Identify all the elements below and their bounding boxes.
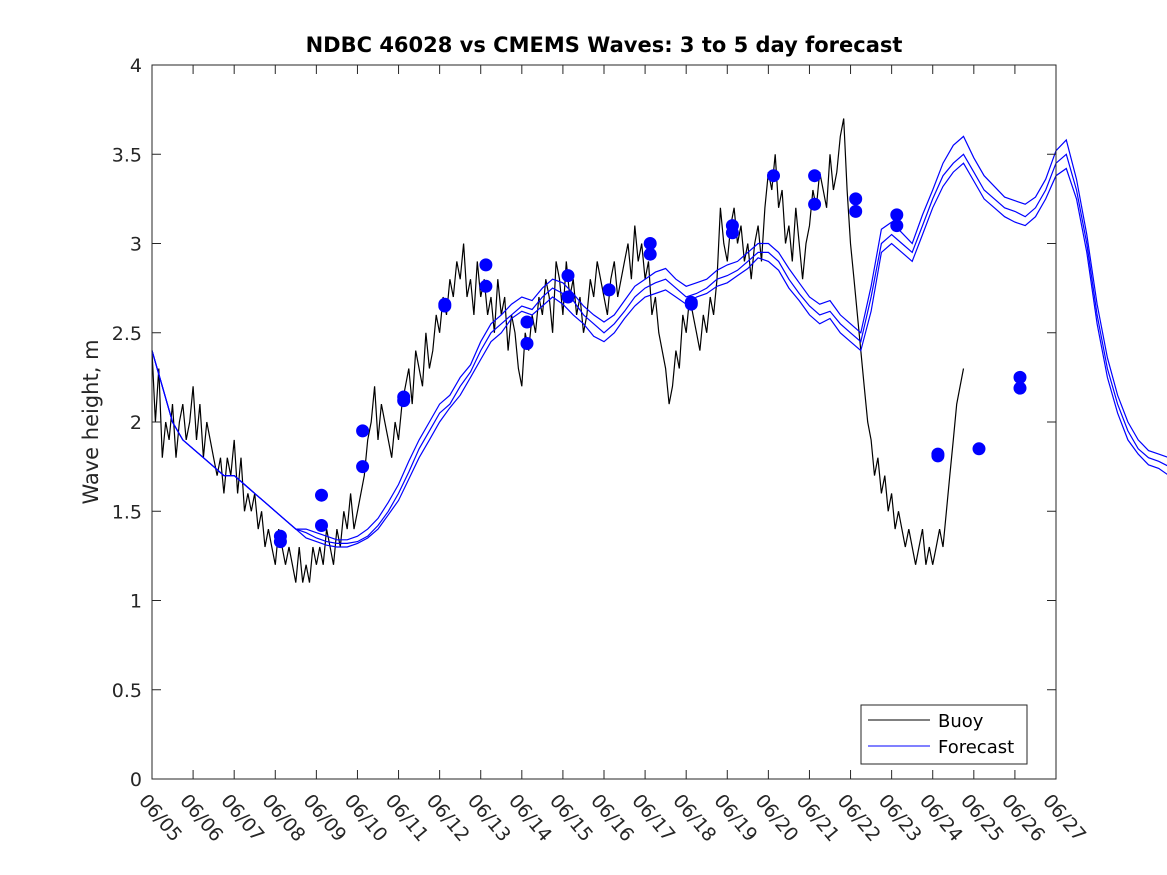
x-tick-label: 06/09: [299, 790, 351, 846]
legend-buoy-label: Buoy: [938, 711, 984, 732]
y-tick-label: 2: [130, 412, 142, 434]
forecast-marker: [315, 488, 328, 502]
y-tick-label: 1.5: [112, 501, 142, 523]
x-tick-label: 06/19: [709, 790, 761, 846]
marker-layer: [273, 169, 1027, 549]
buoy-line: [151, 118, 965, 583]
x-tick-label: 06/14: [504, 790, 556, 846]
forecast-marker: [890, 208, 904, 222]
forecast-marker: [643, 247, 657, 261]
x-tick-label: 06/26: [997, 790, 1049, 846]
forecast-marker: [520, 337, 534, 350]
x-tick-label: 06/25: [956, 790, 1008, 846]
x-tick-label: 06/05: [134, 790, 186, 846]
y-axis-label: Wave height, m: [79, 339, 103, 504]
y-tick-label: 3.5: [112, 144, 142, 166]
legend-box: [860, 704, 1028, 765]
y-axis: 0 0.5 1 1.5 2 2.5 3 3.5 4: [112, 55, 1056, 791]
forecast-marker: [725, 226, 739, 240]
x-tick-label: 06/17: [627, 790, 679, 846]
x-tick-label: 06/06: [175, 790, 227, 846]
forecast-marker: [808, 169, 822, 183]
forecast-marker: [684, 297, 698, 311]
x-tick-label: 06/24: [915, 790, 967, 846]
y-tick-label: 0: [130, 769, 142, 791]
x-tick-label: 06/15: [545, 790, 597, 846]
forecast-marker: [849, 204, 863, 218]
forecast-marker: [808, 197, 822, 211]
x-tick-label: 06/27: [1038, 790, 1090, 846]
forecast-marker: [479, 258, 493, 272]
forecast-marker: [561, 269, 575, 283]
x-tick-label: 06/11: [381, 790, 433, 846]
forecast-marker: [356, 424, 370, 438]
x-tick-label: 06/23: [874, 790, 926, 846]
forecast-marker: [972, 442, 986, 456]
x-tick-label: 06/20: [751, 790, 803, 846]
forecast-marker: [767, 169, 780, 183]
x-tick-label: 06/16: [586, 790, 638, 846]
legend: Buoy Forecast: [860, 704, 1028, 765]
forecast-marker: [1013, 381, 1027, 395]
x-tick-label: 06/21: [792, 790, 844, 846]
forecast-line-2: [151, 162, 1167, 548]
forecast-marker: [479, 279, 493, 293]
series-layer: [151, 118, 1167, 583]
forecast-marker: [561, 290, 575, 304]
forecast-marker: [849, 192, 863, 206]
y-tick-label: 1: [130, 591, 142, 613]
x-tick-label: 06/08: [257, 790, 309, 846]
forecast-marker: [273, 535, 287, 549]
forecast-marker: [397, 394, 411, 408]
forecast-marker: [356, 460, 370, 474]
y-tick-label: 4: [130, 55, 142, 77]
legend-forecast-label: Forecast: [938, 737, 1014, 758]
x-tick-label: 06/10: [340, 790, 392, 846]
chart-title: NDBC 46028 vs CMEMS Waves: 3 to 5 day fo…: [306, 33, 903, 57]
x-tick-label: 06/18: [668, 790, 720, 846]
x-tick-label: 06/07: [216, 790, 268, 846]
forecast-marker: [315, 519, 328, 532]
forecast-marker: [520, 315, 534, 329]
forecast-line-1: [151, 153, 1167, 544]
y-tick-label: 2.5: [112, 323, 142, 345]
forecast-marker: [602, 283, 616, 297]
forecast-line-3: [151, 135, 1167, 541]
plot-area: [152, 65, 1056, 779]
forecast-marker: [438, 299, 452, 313]
forecast-marker: [890, 219, 904, 233]
x-tick-label: 06/22: [833, 790, 885, 846]
y-tick-label: 0.5: [112, 680, 142, 702]
x-tick-label: 06/12: [422, 790, 474, 846]
y-tick-label: 3: [130, 234, 142, 256]
forecast-marker: [931, 449, 945, 463]
x-tick-label: 06/13: [463, 790, 515, 846]
